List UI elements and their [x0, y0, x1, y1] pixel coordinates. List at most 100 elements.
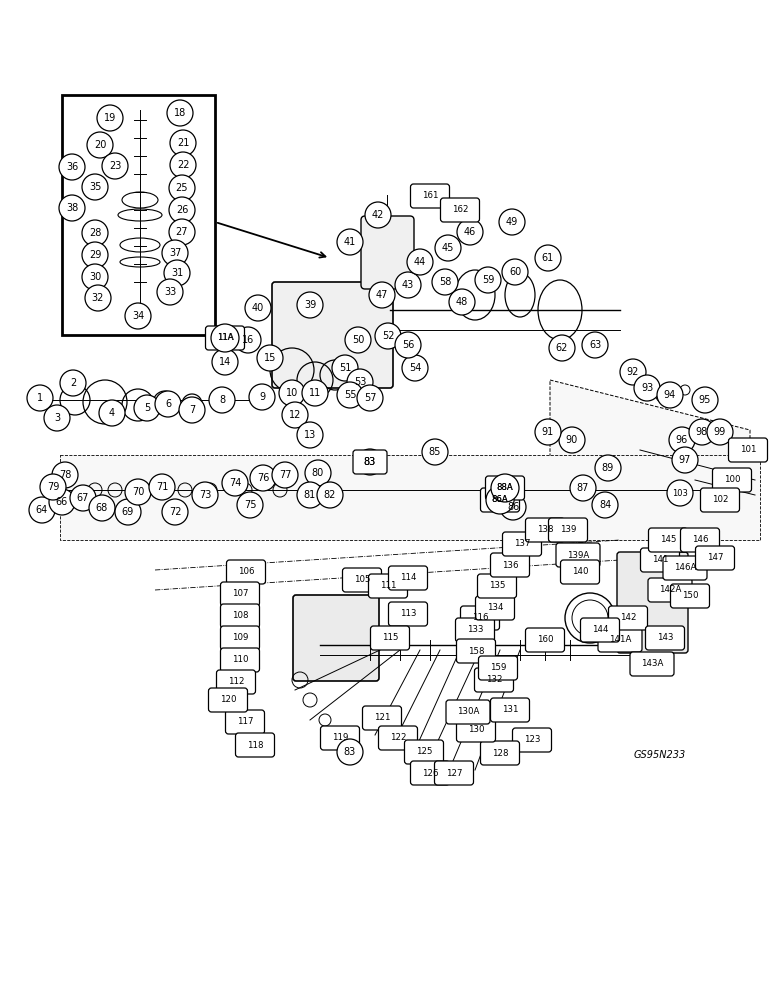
Circle shape	[422, 439, 448, 465]
FancyBboxPatch shape	[221, 604, 259, 628]
Text: 29: 29	[89, 250, 101, 260]
Text: 3: 3	[54, 413, 60, 423]
Text: 134: 134	[487, 603, 503, 612]
Circle shape	[672, 447, 698, 473]
Circle shape	[59, 154, 85, 180]
Text: 146A: 146A	[674, 564, 696, 572]
Circle shape	[369, 282, 395, 308]
Text: 66: 66	[56, 497, 68, 507]
Circle shape	[357, 385, 383, 411]
Circle shape	[192, 482, 218, 508]
FancyBboxPatch shape	[648, 578, 692, 602]
Circle shape	[60, 370, 86, 396]
Text: 74: 74	[229, 478, 241, 488]
Circle shape	[169, 219, 195, 245]
Text: 61: 61	[542, 253, 554, 263]
Circle shape	[245, 295, 271, 321]
Text: 126: 126	[422, 768, 438, 778]
Text: 48: 48	[456, 297, 468, 307]
Text: 15: 15	[264, 353, 276, 363]
Circle shape	[162, 240, 188, 266]
Circle shape	[157, 279, 183, 305]
Text: 86A: 86A	[492, 495, 509, 504]
Circle shape	[282, 402, 308, 428]
Text: 150: 150	[682, 591, 698, 600]
Text: 11A: 11A	[217, 334, 233, 342]
FancyBboxPatch shape	[556, 543, 600, 567]
Text: 19: 19	[104, 113, 116, 123]
FancyBboxPatch shape	[598, 628, 642, 652]
Circle shape	[297, 482, 323, 508]
Circle shape	[82, 242, 108, 268]
Text: 102: 102	[712, 495, 728, 504]
Circle shape	[297, 422, 323, 448]
Text: 117: 117	[237, 718, 253, 726]
FancyBboxPatch shape	[455, 618, 495, 642]
Text: 60: 60	[509, 267, 521, 277]
Circle shape	[432, 269, 458, 295]
Circle shape	[302, 380, 328, 406]
Text: 137: 137	[513, 540, 530, 548]
FancyBboxPatch shape	[560, 560, 600, 584]
Text: 50: 50	[352, 335, 364, 345]
FancyBboxPatch shape	[435, 761, 473, 785]
Circle shape	[89, 495, 115, 521]
Text: 46: 46	[464, 227, 476, 237]
Text: 28: 28	[89, 228, 101, 238]
Text: 87: 87	[577, 483, 589, 493]
Circle shape	[449, 289, 475, 315]
Text: 145: 145	[660, 536, 676, 544]
Text: 130A: 130A	[457, 708, 479, 716]
Circle shape	[49, 489, 75, 515]
Circle shape	[235, 327, 261, 353]
Circle shape	[279, 380, 305, 406]
Text: 38: 38	[66, 203, 78, 213]
Text: 125: 125	[416, 748, 432, 756]
Text: 75: 75	[244, 500, 256, 510]
Circle shape	[59, 195, 85, 221]
Circle shape	[237, 492, 263, 518]
Bar	[62, 95, 215, 335]
Text: 107: 107	[232, 589, 249, 598]
Text: 160: 160	[537, 636, 554, 645]
Text: 8: 8	[219, 395, 225, 405]
Circle shape	[667, 480, 693, 506]
Circle shape	[82, 174, 108, 200]
Text: 159: 159	[489, 664, 506, 672]
Circle shape	[435, 235, 461, 261]
FancyBboxPatch shape	[490, 698, 530, 722]
Text: 95: 95	[699, 395, 711, 405]
Text: 43: 43	[402, 280, 414, 290]
Text: 72: 72	[169, 507, 181, 517]
FancyBboxPatch shape	[456, 718, 496, 742]
Circle shape	[170, 130, 196, 156]
FancyBboxPatch shape	[361, 216, 414, 289]
Circle shape	[337, 382, 363, 408]
Text: 111: 111	[380, 582, 396, 590]
Text: 45: 45	[442, 243, 454, 253]
Text: 62: 62	[556, 343, 568, 353]
Circle shape	[85, 285, 111, 311]
Circle shape	[347, 369, 373, 395]
FancyBboxPatch shape	[225, 710, 265, 734]
Text: 122: 122	[390, 734, 406, 742]
Circle shape	[402, 355, 428, 381]
FancyBboxPatch shape	[713, 468, 751, 492]
Circle shape	[395, 272, 421, 298]
FancyBboxPatch shape	[641, 548, 679, 572]
Circle shape	[475, 267, 501, 293]
Text: 86A: 86A	[492, 495, 508, 504]
Text: 71: 71	[156, 482, 168, 492]
FancyBboxPatch shape	[680, 528, 720, 552]
Text: 133: 133	[467, 626, 483, 635]
Circle shape	[457, 219, 483, 245]
Circle shape	[115, 499, 141, 525]
Text: 39: 39	[304, 300, 316, 310]
Circle shape	[582, 332, 608, 358]
Text: 21: 21	[177, 138, 189, 148]
Circle shape	[570, 475, 596, 501]
Circle shape	[357, 449, 383, 475]
Text: 90: 90	[566, 435, 578, 445]
Circle shape	[40, 474, 66, 500]
Circle shape	[305, 460, 331, 486]
